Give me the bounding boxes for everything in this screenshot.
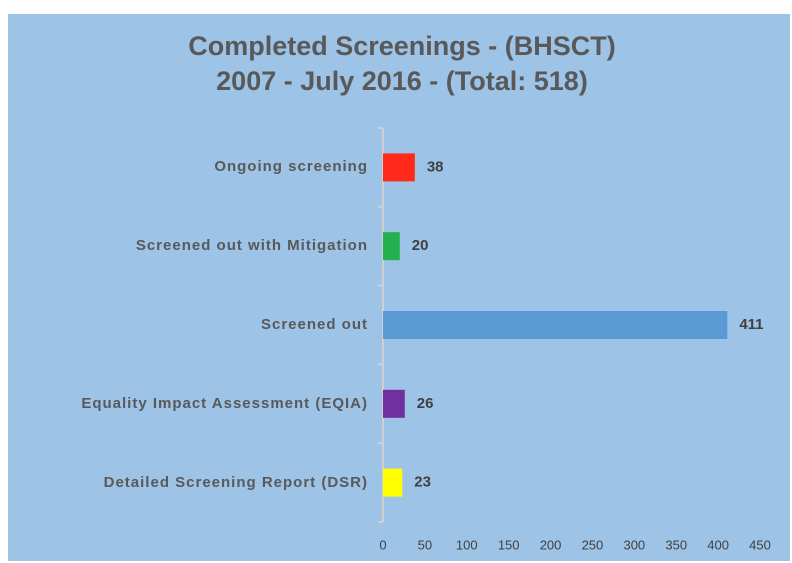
category-label: Ongoing screening (214, 158, 368, 176)
category-label: Detailed Screening Report (DSR) (103, 473, 368, 491)
x-tick-label: 300 (623, 537, 645, 552)
bar (383, 311, 728, 339)
x-tick-label: 400 (707, 537, 729, 552)
data-label: 26 (417, 395, 434, 412)
x-tick-label: 150 (498, 537, 520, 552)
x-tick-label: 450 (749, 537, 771, 552)
category-label: Screened out with Mitigation (135, 237, 368, 255)
x-tick-label: 50 (418, 537, 432, 552)
data-label: 38 (427, 158, 444, 175)
x-tick-label: 250 (582, 537, 604, 552)
chart-title: Completed Screenings - (BHSCT) (188, 31, 616, 61)
x-tick-label: 100 (456, 537, 478, 552)
category-label: Screened out (260, 316, 368, 333)
data-label: 411 (739, 316, 763, 333)
bar (383, 389, 405, 418)
bar (383, 232, 400, 261)
data-label: 20 (412, 237, 429, 254)
category-label: Equality Impact Assessment (EQIA) (81, 394, 368, 412)
bar (383, 468, 403, 497)
x-tick-label: 200 (540, 537, 562, 552)
data-label: 23 (414, 474, 431, 491)
bar (383, 153, 415, 182)
chart-subtitle: 2007 - July 2016 - (Total: 518) (216, 66, 588, 96)
x-tick-label: 0 (379, 537, 386, 552)
x-tick-label: 350 (665, 537, 687, 552)
